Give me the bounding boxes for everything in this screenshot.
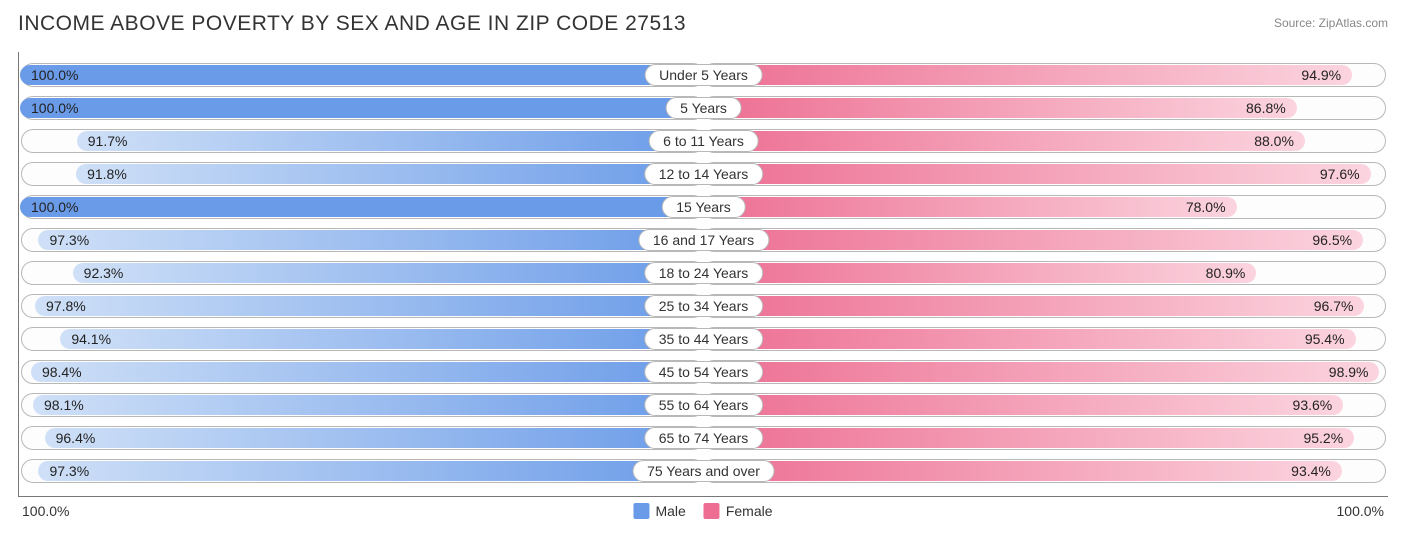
- female-value-label: 78.0%: [1186, 199, 1226, 215]
- chart-row: 98.4% 98.9% 45 to 54 Years: [19, 358, 1388, 386]
- female-bar: [703, 395, 1343, 415]
- legend-swatch-female: [704, 503, 720, 519]
- female-bar: [703, 296, 1364, 316]
- male-bar: [20, 98, 704, 118]
- female-value-label: 95.4%: [1305, 331, 1345, 347]
- female-bar: [703, 197, 1237, 217]
- female-value-label: 94.9%: [1301, 67, 1341, 83]
- legend: Male Female: [633, 503, 772, 519]
- chart-row: 97.3% 96.5% 16 and 17 Years: [19, 226, 1388, 254]
- chart-row: 94.1% 95.4% 35 to 44 Years: [19, 325, 1388, 353]
- male-value-label: 97.8%: [46, 298, 86, 314]
- female-bar: [703, 263, 1256, 283]
- axis-row: 100.0% Male Female 100.0%: [18, 497, 1388, 519]
- source-attribution: Source: ZipAtlas.com: [1274, 12, 1388, 30]
- male-bar: [38, 230, 704, 250]
- male-bar: [76, 164, 704, 184]
- female-bar: [703, 65, 1352, 85]
- male-bar: [45, 428, 704, 448]
- category-label: Under 5 Years: [644, 64, 763, 86]
- female-bar: [703, 461, 1342, 481]
- male-bar: [77, 131, 704, 151]
- male-value-label: 94.1%: [71, 331, 111, 347]
- female-bar: [703, 230, 1363, 250]
- male-bar: [60, 329, 704, 349]
- female-bar: [703, 131, 1305, 151]
- female-value-label: 96.7%: [1314, 298, 1354, 314]
- male-bar: [73, 263, 704, 283]
- female-value-label: 97.6%: [1320, 166, 1360, 182]
- female-value-label: 93.6%: [1293, 397, 1333, 413]
- category-label: 5 Years: [665, 97, 742, 119]
- chart-row: 100.0% 78.0% 15 Years: [19, 193, 1388, 221]
- chart-row: 98.1% 93.6% 55 to 64 Years: [19, 391, 1388, 419]
- legend-item-female: Female: [704, 503, 773, 519]
- male-value-label: 96.4%: [56, 430, 96, 446]
- legend-item-male: Male: [633, 503, 685, 519]
- male-value-label: 97.3%: [49, 463, 89, 479]
- female-bar: [703, 98, 1297, 118]
- female-value-label: 98.9%: [1329, 364, 1369, 380]
- male-bar: [33, 395, 704, 415]
- chart-row: 92.3% 80.9% 18 to 24 Years: [19, 259, 1388, 287]
- female-value-label: 96.5%: [1312, 232, 1352, 248]
- female-value-label: 88.0%: [1254, 133, 1294, 149]
- chart-area: 100.0% 94.9% Under 5 Years 100.0% 86.8% 5 Yea…: [18, 52, 1388, 497]
- female-value-label: 80.9%: [1206, 265, 1246, 281]
- female-bar: [703, 164, 1371, 184]
- female-value-label: 93.4%: [1291, 463, 1331, 479]
- chart-row: 97.3% 93.4% 75 Years and over: [19, 457, 1388, 485]
- legend-label-male: Male: [655, 503, 685, 519]
- male-value-label: 98.1%: [44, 397, 84, 413]
- chart-row: 100.0% 94.9% Under 5 Years: [19, 61, 1388, 89]
- category-label: 15 Years: [661, 196, 746, 218]
- category-label: 25 to 34 Years: [644, 295, 764, 317]
- category-label: 75 Years and over: [632, 460, 775, 482]
- male-bar: [20, 197, 704, 217]
- legend-swatch-male: [633, 503, 649, 519]
- female-value-label: 86.8%: [1246, 100, 1286, 116]
- axis-left-label: 100.0%: [22, 503, 69, 519]
- category-label: 55 to 64 Years: [644, 394, 764, 416]
- category-label: 18 to 24 Years: [644, 262, 764, 284]
- female-bar: [703, 329, 1356, 349]
- category-label: 6 to 11 Years: [648, 130, 759, 152]
- female-value-label: 95.2%: [1303, 430, 1343, 446]
- female-bar: [703, 362, 1379, 382]
- category-label: 45 to 54 Years: [644, 361, 764, 383]
- male-value-label: 91.8%: [87, 166, 127, 182]
- chart-title: INCOME ABOVE POVERTY BY SEX AND AGE IN Z…: [18, 12, 686, 36]
- chart-row: 100.0% 86.8% 5 Years: [19, 94, 1388, 122]
- chart-container: INCOME ABOVE POVERTY BY SEX AND AGE IN Z…: [0, 0, 1406, 559]
- category-label: 16 and 17 Years: [638, 229, 769, 251]
- female-bar: [703, 428, 1354, 448]
- male-value-label: 100.0%: [31, 67, 78, 83]
- category-label: 12 to 14 Years: [644, 163, 764, 185]
- category-label: 65 to 74 Years: [644, 427, 764, 449]
- male-value-label: 92.3%: [84, 265, 124, 281]
- male-value-label: 97.3%: [49, 232, 89, 248]
- chart-row: 97.8% 96.7% 25 to 34 Years: [19, 292, 1388, 320]
- male-value-label: 100.0%: [31, 100, 78, 116]
- chart-row: 91.8% 97.6% 12 to 14 Years: [19, 160, 1388, 188]
- legend-label-female: Female: [726, 503, 773, 519]
- male-bar: [38, 461, 704, 481]
- chart-row: 91.7% 88.0% 6 to 11 Years: [19, 127, 1388, 155]
- male-bar: [31, 362, 704, 382]
- chart-row: 96.4% 95.2% 65 to 74 Years: [19, 424, 1388, 452]
- male-value-label: 98.4%: [42, 364, 82, 380]
- male-bar: [20, 65, 704, 85]
- header: INCOME ABOVE POVERTY BY SEX AND AGE IN Z…: [18, 12, 1388, 36]
- category-label: 35 to 44 Years: [644, 328, 764, 350]
- male-bar: [35, 296, 704, 316]
- male-value-label: 100.0%: [31, 199, 78, 215]
- male-value-label: 91.7%: [88, 133, 128, 149]
- axis-right-label: 100.0%: [1337, 503, 1384, 519]
